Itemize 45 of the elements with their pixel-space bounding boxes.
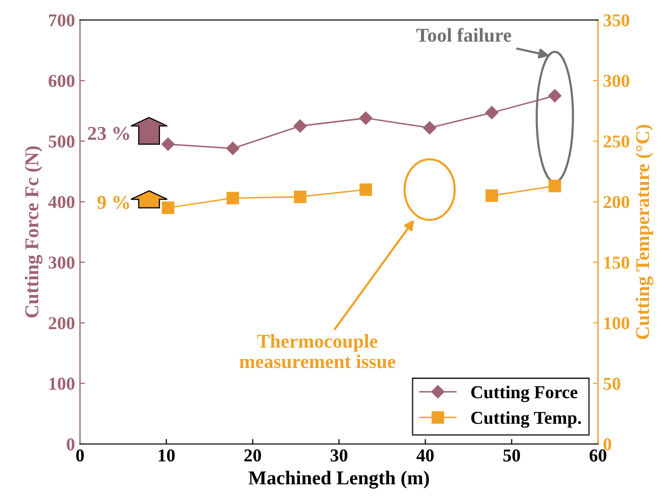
y-tick-label: 700 xyxy=(49,14,74,26)
x-axis-title: Machined Length (m) xyxy=(248,470,429,489)
y-tick-label: 200 xyxy=(48,317,74,330)
y2-tick-label: 200 xyxy=(604,196,630,208)
x-tick-label: 10 xyxy=(158,449,175,462)
y-tick-label: 0 xyxy=(66,438,74,450)
point xyxy=(548,180,562,192)
point xyxy=(423,121,436,134)
y2-axis-title: Cutting Temperature (°C) xyxy=(636,124,654,340)
y2-tick-label: 50 xyxy=(604,378,620,390)
y-tick-label: 100 xyxy=(50,378,74,390)
annotation: 9 % xyxy=(97,196,130,210)
annotation: Thermocouple measurement issue xyxy=(240,334,396,368)
annotation: Tool failure xyxy=(416,28,512,42)
annotation: 23 % xyxy=(88,126,130,140)
y-tick-label: 500 xyxy=(48,135,74,148)
y-tick-label: 400 xyxy=(48,196,74,208)
x-tick-label: 0 xyxy=(76,449,84,462)
y2-tick-label: 250 xyxy=(604,135,630,148)
point xyxy=(226,142,240,155)
point xyxy=(359,112,372,125)
point xyxy=(548,89,562,102)
point xyxy=(485,106,498,120)
y-tick-label: 600 xyxy=(48,74,74,88)
x-tick-label: 30 xyxy=(330,449,348,462)
point xyxy=(226,192,240,204)
x-tick-label: 40 xyxy=(416,449,434,462)
x-tick-label: 60 xyxy=(590,449,606,462)
point xyxy=(161,138,175,151)
y2-tick-label: 300 xyxy=(604,74,630,88)
point xyxy=(486,189,498,202)
y2-tick-label: 150 xyxy=(604,256,630,269)
point xyxy=(294,119,307,133)
point xyxy=(360,183,372,196)
legend-label: Cutting Temp. xyxy=(471,411,581,428)
legend-label: Cutting Force xyxy=(471,386,578,402)
y-axis-title: Cutting Force Fc (N) xyxy=(24,146,42,318)
y-tick-label: 300 xyxy=(48,256,74,269)
y2-tick-label: 350 xyxy=(604,14,630,26)
x-tick-label: 20 xyxy=(244,449,262,462)
y2-tick-label: 100 xyxy=(604,317,630,330)
x-tick-label: 50 xyxy=(503,449,520,462)
point xyxy=(294,190,306,204)
y2-tick-label: 0 xyxy=(604,438,612,450)
point xyxy=(162,202,174,214)
